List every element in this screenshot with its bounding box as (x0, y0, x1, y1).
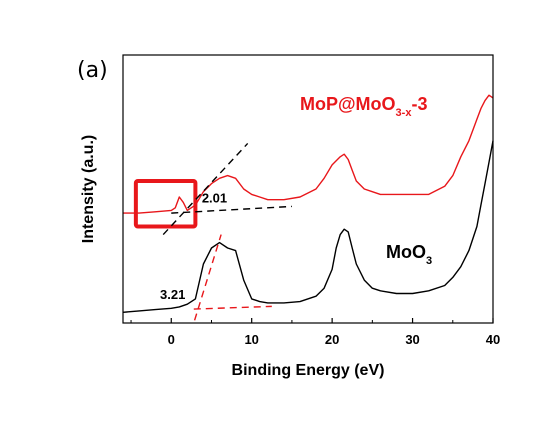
series-label-mop-suffix: -3 (411, 94, 427, 114)
series-label-mop: MoP@MoO3-x-3 (300, 94, 427, 119)
x-tick-label: 10 (244, 332, 258, 347)
x-tick-label: 0 (168, 332, 175, 347)
plot-frame (122, 54, 494, 324)
x-tick-label: 40 (486, 332, 500, 347)
series-line-moo3 (122, 140, 494, 313)
x-tick-label: 20 (325, 332, 339, 347)
tangent-line-3 (193, 234, 222, 321)
series-label-moo3: MoO3 (386, 242, 432, 267)
annotation-onset-moo3: 3.21 (160, 287, 185, 302)
x-axis-title: Binding Energy (eV) (232, 362, 385, 379)
x-tick-label: 30 (405, 332, 419, 347)
y-axis-title: Intensity (a.u.) (80, 135, 97, 243)
tangent-line-1 (162, 142, 249, 236)
x-axis-ticks: 0 10 20 30 40 (130, 318, 500, 347)
plot-area (122, 94, 494, 321)
tangent-line-4 (193, 305, 272, 310)
annotation-onset-mop: 2.01 (202, 190, 227, 205)
highlight-box (133, 178, 198, 229)
series-label-moo3-sub: 3 (426, 255, 432, 267)
series-label-moo3-main: MoO (386, 242, 426, 262)
tangent-line-2 (171, 205, 292, 214)
series-label-mop-sub: 3-x (396, 107, 413, 119)
series-label-mop-main: MoP@MoO (300, 94, 396, 114)
panel-label: (a) (77, 58, 108, 83)
series-line-mop (123, 94, 494, 214)
